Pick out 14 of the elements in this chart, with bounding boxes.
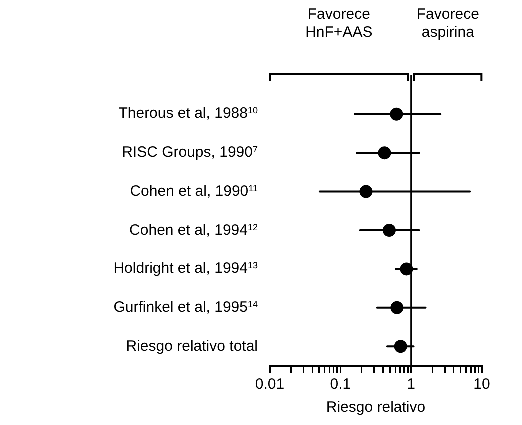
y-tick-label: Riesgo relativo total [125, 336, 258, 357]
y-tick-label: Cohen et al, 1990$^{11}$ [129, 182, 258, 202]
text: Favorece aspirina [416, 6, 480, 42]
y-tick-label: Holdright et al, 1994$^{13}$ [112, 259, 258, 280]
x-tick-label: 0.1 [330, 376, 352, 394]
x-axis-title: Riesgo relativo [326, 399, 426, 416]
x-tick-label: 10 [474, 376, 490, 394]
y-tick-label: Therous et al, 1988$^{10}$ [118, 104, 258, 124]
x-tick-label: 0.01 [255, 376, 285, 394]
text: Favorece HnF+AAS [304, 6, 374, 42]
y-tick-label: RISC Groups, 1990$^{7}$ [121, 143, 258, 164]
x-tick-label: 1 [407, 376, 416, 394]
y-tick-label: Cohen et al, 1994$^{12}$ [128, 220, 258, 240]
y-tick-label: Gurfinkel et al, 1995$^{14}$ [112, 298, 258, 318]
